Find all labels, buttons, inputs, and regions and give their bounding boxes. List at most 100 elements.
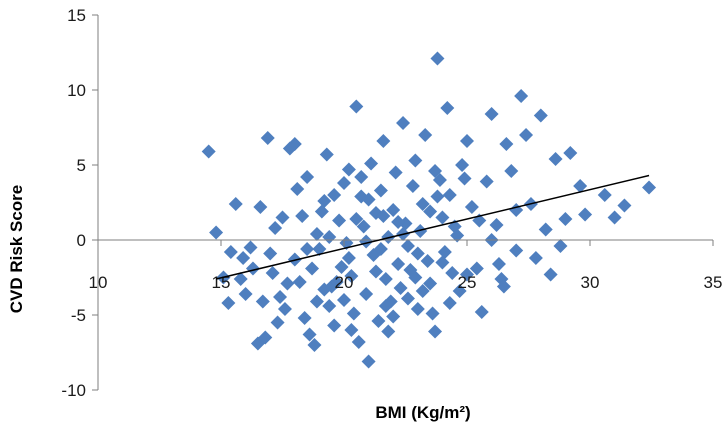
data-point xyxy=(292,275,307,289)
data-point xyxy=(255,294,270,309)
data-point xyxy=(364,156,379,171)
y-tick-marks: 15 10 5 0 -5 -10 xyxy=(61,6,98,400)
data-point xyxy=(280,276,295,291)
data-point xyxy=(376,209,391,223)
data-point xyxy=(440,101,455,115)
data-point xyxy=(543,267,558,282)
y-tick-label: 0 xyxy=(77,231,86,250)
data-point xyxy=(408,153,423,168)
data-point xyxy=(228,197,243,211)
data-point xyxy=(349,212,364,226)
data-point xyxy=(270,315,285,330)
data-point xyxy=(300,170,315,184)
data-point xyxy=(642,180,657,195)
data-point xyxy=(519,128,534,142)
data-point xyxy=(344,269,359,283)
data-point xyxy=(201,144,216,159)
data-point xyxy=(460,267,474,282)
data-point xyxy=(413,224,428,238)
data-point xyxy=(528,251,543,265)
data-point xyxy=(337,293,351,307)
data-point xyxy=(435,255,450,270)
data-point xyxy=(393,281,408,295)
data-point xyxy=(386,309,401,324)
data-point xyxy=(361,192,376,207)
data-point xyxy=(243,240,258,255)
data-point xyxy=(341,162,356,177)
data-point xyxy=(378,272,393,286)
data-point xyxy=(356,219,371,234)
data-point xyxy=(420,254,435,268)
data-point xyxy=(442,188,457,202)
data-point xyxy=(538,222,553,237)
y-tick-label: 10 xyxy=(67,81,86,100)
data-point xyxy=(287,137,302,151)
data-point xyxy=(415,197,430,211)
x-axis-title: BMI (Kg/m²) xyxy=(375,403,470,422)
data-point xyxy=(317,194,332,208)
data-point xyxy=(423,276,438,291)
data-point xyxy=(263,246,278,261)
data-point xyxy=(425,306,440,321)
data-point xyxy=(563,146,578,160)
data-point xyxy=(236,251,251,265)
data-point xyxy=(302,327,317,342)
data-point xyxy=(233,272,248,286)
data-point xyxy=(297,311,312,325)
data-point xyxy=(373,183,388,198)
y-tick-label: -10 xyxy=(61,381,86,400)
data-point xyxy=(496,279,511,294)
data-point xyxy=(359,234,374,249)
data-point xyxy=(341,251,356,265)
data-point xyxy=(295,209,310,223)
data-point xyxy=(400,239,415,253)
data-point xyxy=(558,212,573,226)
data-point xyxy=(489,218,504,232)
data-point xyxy=(268,221,283,235)
data-point xyxy=(418,128,433,142)
data-point xyxy=(312,242,327,256)
data-point xyxy=(474,305,489,319)
data-point xyxy=(346,306,361,321)
y-tick-label: 5 xyxy=(77,156,86,175)
y-axis-title: CVD Risk Score xyxy=(7,185,26,314)
data-point xyxy=(391,257,406,271)
data-point xyxy=(317,282,332,297)
data-point xyxy=(400,291,415,306)
data-point xyxy=(258,330,273,345)
data-point xyxy=(396,116,411,130)
data-point xyxy=(386,203,401,217)
data-point xyxy=(514,89,529,103)
data-point xyxy=(509,203,524,217)
data-point xyxy=(415,284,430,298)
data-point xyxy=(309,294,324,309)
data-point xyxy=(405,179,420,193)
data-point xyxy=(349,99,364,114)
data-point xyxy=(573,179,588,193)
data-point xyxy=(245,261,260,276)
data-point xyxy=(455,158,470,172)
data-point xyxy=(322,299,337,313)
data-point xyxy=(423,204,438,219)
data-point xyxy=(329,275,344,289)
x-tick-marks: 10 15 20 25 30 35 xyxy=(89,240,723,292)
data-point xyxy=(548,152,563,166)
x-tick-label: 35 xyxy=(704,273,723,292)
data-point xyxy=(290,182,305,196)
data-point xyxy=(376,134,391,148)
y-tick-label: -5 xyxy=(71,306,86,325)
data-point xyxy=(428,164,443,178)
data-point xyxy=(273,290,288,304)
data-point xyxy=(509,243,524,258)
data-point xyxy=(457,171,472,186)
data-point xyxy=(260,131,275,145)
data-point xyxy=(464,200,479,214)
data-point xyxy=(371,314,386,328)
data-point xyxy=(445,266,460,280)
data-point xyxy=(368,264,383,279)
data-point xyxy=(460,134,474,148)
data-point xyxy=(305,261,320,276)
data-point xyxy=(209,225,224,240)
data-point xyxy=(277,302,292,316)
data-point xyxy=(221,296,236,310)
